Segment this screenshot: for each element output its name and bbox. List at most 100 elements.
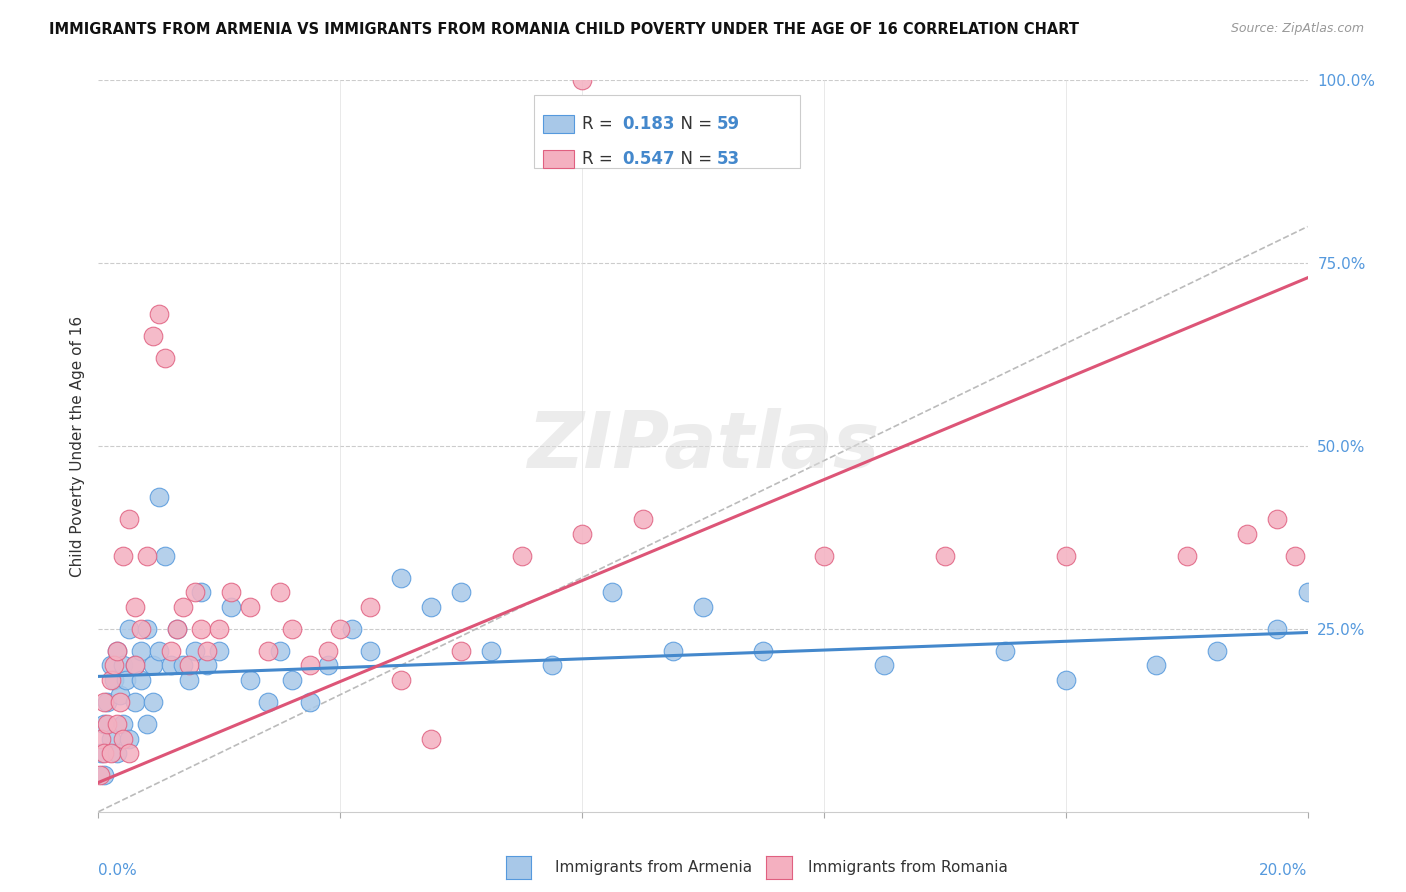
Point <box>124 599 146 614</box>
Point <box>93 717 115 731</box>
Point <box>135 549 157 563</box>
Point <box>631 512 654 526</box>
Point <box>190 585 212 599</box>
Point <box>1284 549 1306 563</box>
Point <box>118 512 141 526</box>
Text: IMMIGRANTS FROM ARMENIA VS IMMIGRANTS FROM ROMANIA CHILD POVERTY UNDER THE AGE O: IMMIGRANTS FROM ARMENIA VS IMMIGRANTS FR… <box>49 22 1080 37</box>
Point <box>135 622 157 636</box>
Point <box>148 307 170 321</box>
Point <box>389 673 412 687</box>
Point <box>221 585 243 599</box>
Point <box>342 622 364 636</box>
Point <box>184 644 207 658</box>
Point <box>111 549 134 563</box>
Point <box>208 622 231 636</box>
Point <box>96 695 118 709</box>
Point <box>96 717 118 731</box>
Point <box>571 526 593 541</box>
Point <box>100 746 122 760</box>
Point <box>148 490 170 504</box>
Point <box>239 673 262 687</box>
Point <box>124 658 146 673</box>
Point <box>105 644 128 658</box>
Point <box>269 585 291 599</box>
Point <box>299 658 322 673</box>
Point <box>190 622 212 636</box>
Point <box>1267 512 1289 526</box>
Text: Immigrants from Armenia: Immigrants from Armenia <box>555 860 752 874</box>
Point <box>89 768 111 782</box>
Point <box>124 658 146 673</box>
Point <box>195 658 218 673</box>
Point <box>93 695 115 709</box>
Point <box>124 695 146 709</box>
Point <box>1144 658 1167 673</box>
Point <box>299 695 322 709</box>
Point <box>269 644 291 658</box>
Point <box>1175 549 1198 563</box>
Point <box>360 599 382 614</box>
Point <box>179 673 201 687</box>
Text: Immigrants from Romania: Immigrants from Romania <box>808 860 1008 874</box>
Point <box>118 731 141 746</box>
Point <box>540 658 562 673</box>
Point <box>142 658 165 673</box>
Point <box>103 673 125 687</box>
Point <box>111 717 134 731</box>
Point <box>281 673 304 687</box>
Point <box>208 644 231 658</box>
Text: N =: N = <box>671 115 717 133</box>
Point <box>195 644 218 658</box>
Text: 59: 59 <box>716 115 740 133</box>
Point <box>1054 673 1077 687</box>
Point <box>329 622 352 636</box>
Point <box>481 644 503 658</box>
Point <box>172 599 194 614</box>
Bar <box>534 95 800 168</box>
Point <box>129 673 152 687</box>
Point <box>450 644 472 658</box>
Point <box>105 746 128 760</box>
Point <box>172 658 194 673</box>
Point <box>510 549 533 563</box>
Bar <box>543 115 574 133</box>
Point <box>111 731 134 746</box>
Point <box>100 731 122 746</box>
Text: ZIPatlas: ZIPatlas <box>527 408 879 484</box>
Text: N =: N = <box>671 150 717 169</box>
Point <box>135 717 157 731</box>
Point <box>752 644 775 658</box>
Point <box>166 622 188 636</box>
Point <box>148 644 170 658</box>
Point <box>108 695 131 709</box>
Point <box>100 658 122 673</box>
Y-axis label: Child Poverty Under the Age of 16: Child Poverty Under the Age of 16 <box>69 316 84 576</box>
Point <box>111 658 134 673</box>
Point <box>1296 585 1319 599</box>
Point <box>153 351 176 366</box>
Bar <box>543 150 574 169</box>
Point <box>1236 526 1258 541</box>
Point <box>103 658 125 673</box>
Point <box>90 731 112 746</box>
Point <box>142 329 165 343</box>
Point <box>602 585 624 599</box>
Text: 0.183: 0.183 <box>621 115 675 133</box>
Point <box>420 599 443 614</box>
Point <box>360 644 382 658</box>
Point <box>316 658 339 673</box>
Point <box>93 768 115 782</box>
Point <box>221 599 243 614</box>
Point <box>129 644 152 658</box>
Point <box>108 688 131 702</box>
Point <box>813 549 835 563</box>
Point <box>100 673 122 687</box>
Point <box>256 695 278 709</box>
Point <box>142 695 165 709</box>
Point <box>179 658 201 673</box>
Point <box>934 549 956 563</box>
Point <box>873 658 896 673</box>
Point <box>105 717 128 731</box>
Point <box>1267 622 1289 636</box>
Point <box>281 622 304 636</box>
